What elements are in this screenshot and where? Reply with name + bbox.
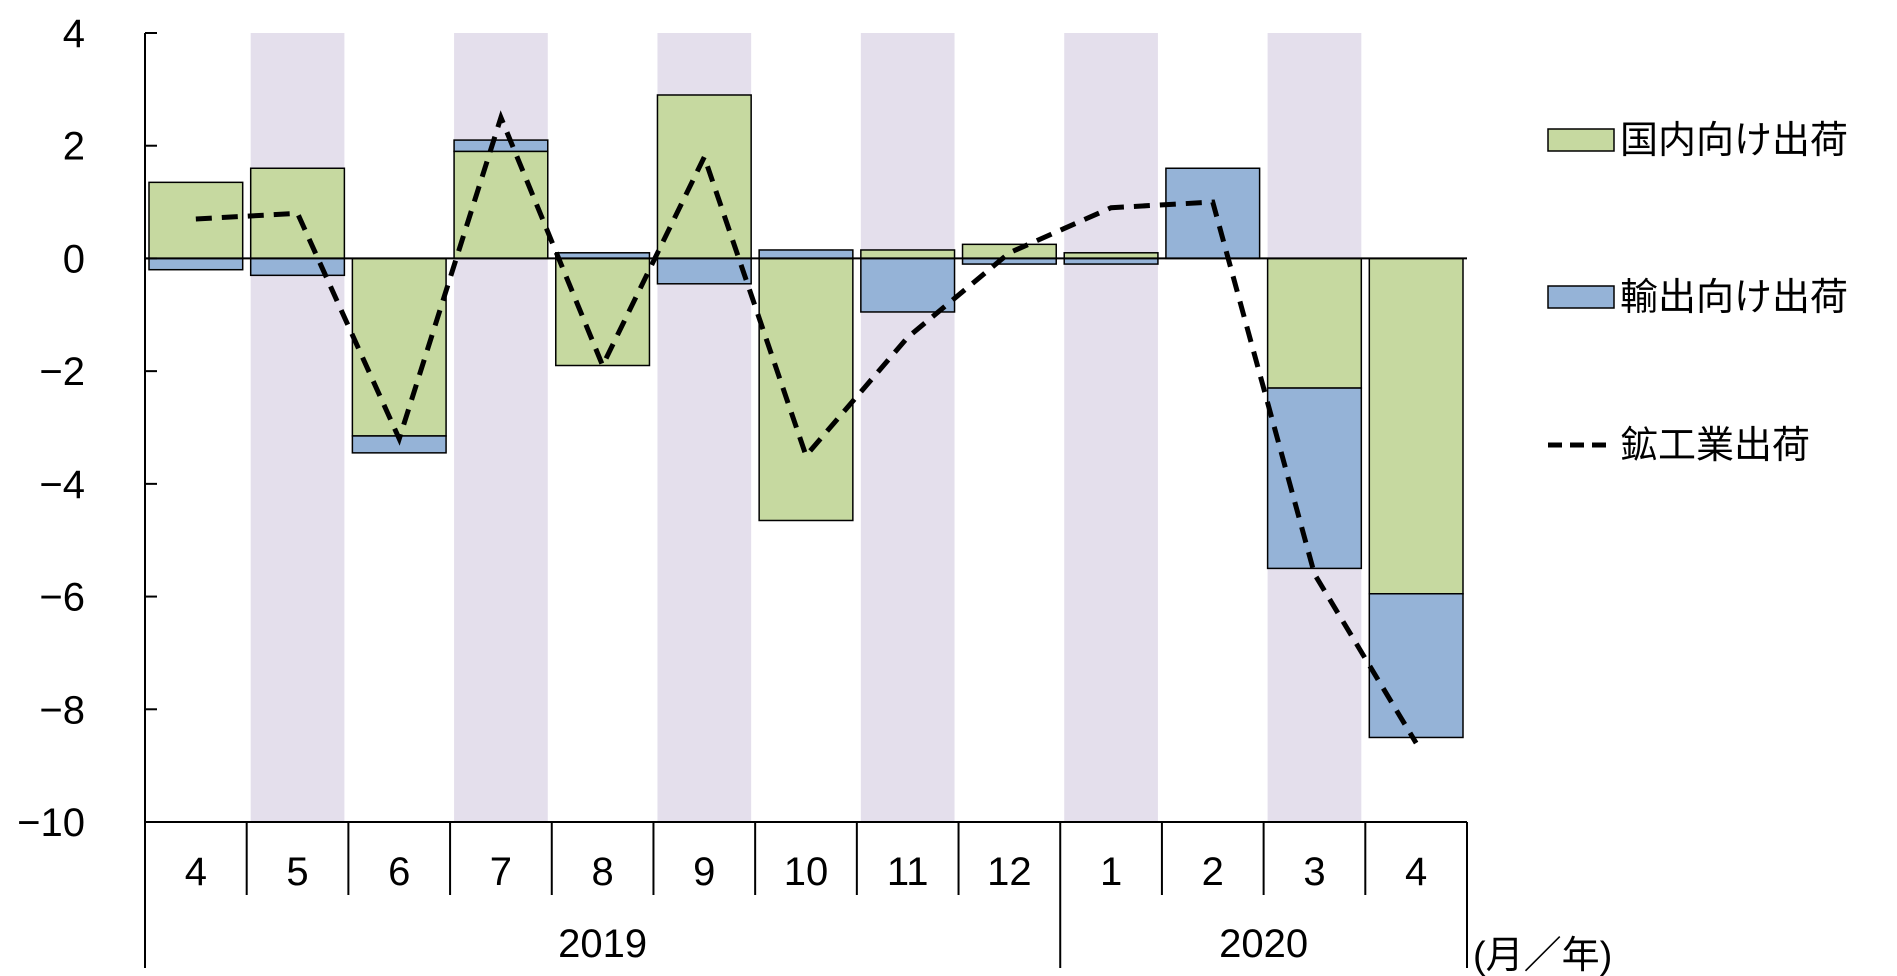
legend-swatch-export — [1547, 285, 1615, 309]
domestic-bar — [148, 181, 244, 260]
x-tick-label: 5 — [286, 850, 308, 894]
domestic-bar — [860, 249, 956, 260]
x-tick-label: 4 — [185, 850, 207, 894]
x-tick-label: 1 — [1100, 850, 1122, 894]
domestic-bar — [758, 257, 854, 522]
y-tick-label: −2 — [39, 350, 85, 394]
x-tick-label: 4 — [1405, 850, 1427, 894]
legend-swatch-domestic — [1547, 128, 1615, 152]
y-tick-label: −8 — [39, 688, 85, 732]
bars — [148, 94, 1464, 739]
y-tick-label: −10 — [17, 801, 85, 845]
export-bar — [1266, 387, 1363, 570]
x-tick-label: 10 — [784, 850, 829, 894]
y-tick-label: −6 — [39, 576, 85, 620]
domestic-bar — [1266, 257, 1363, 389]
legend-label: 鉱工業出荷 — [1620, 425, 1810, 467]
export-bar — [453, 139, 549, 153]
x-tick-label: 11 — [887, 850, 929, 894]
x-tick-label: 7 — [490, 850, 512, 894]
x-tick-label: 8 — [591, 850, 613, 894]
axes — [144, 32, 1468, 968]
unit-label: (月／年) — [1473, 935, 1612, 976]
x-tick-label: 3 — [1303, 850, 1325, 894]
domestic-bar — [351, 257, 447, 437]
x-tick-label: 9 — [693, 850, 715, 894]
y-tick-label: −4 — [39, 463, 85, 507]
shaded-band — [250, 33, 345, 822]
y-tick-label: 4 — [63, 12, 85, 56]
export-bar — [1368, 593, 1464, 739]
year-label: 2020 — [1219, 922, 1308, 966]
shaded-band — [860, 33, 955, 822]
domestic-bar — [961, 243, 1057, 260]
total-line — [195, 110, 1419, 745]
domestic-bar — [249, 167, 346, 260]
legend-label: 国内向け出荷 — [1620, 120, 1848, 162]
domestic-bar — [453, 150, 549, 260]
x-tick-label: 6 — [388, 850, 410, 894]
x-tick-label: 2 — [1202, 850, 1224, 894]
export-bar — [148, 257, 244, 271]
export-bar — [758, 249, 854, 260]
shaded-band — [1064, 33, 1158, 822]
legend-label: 輸出向け出荷 — [1620, 277, 1848, 319]
export-bar — [249, 257, 346, 277]
export-bar — [860, 257, 956, 313]
x-tick-label: 12 — [987, 850, 1032, 894]
total-shipments-line — [195, 110, 1419, 745]
y-tick-label: 0 — [63, 237, 85, 281]
year-label: 2019 — [558, 922, 647, 966]
y-tick-label: 2 — [63, 125, 85, 169]
export-bar — [1165, 167, 1261, 260]
export-bar — [656, 257, 752, 285]
domestic-bar — [656, 94, 752, 260]
domestic-bar — [1368, 257, 1464, 595]
domestic-bar — [555, 257, 651, 367]
